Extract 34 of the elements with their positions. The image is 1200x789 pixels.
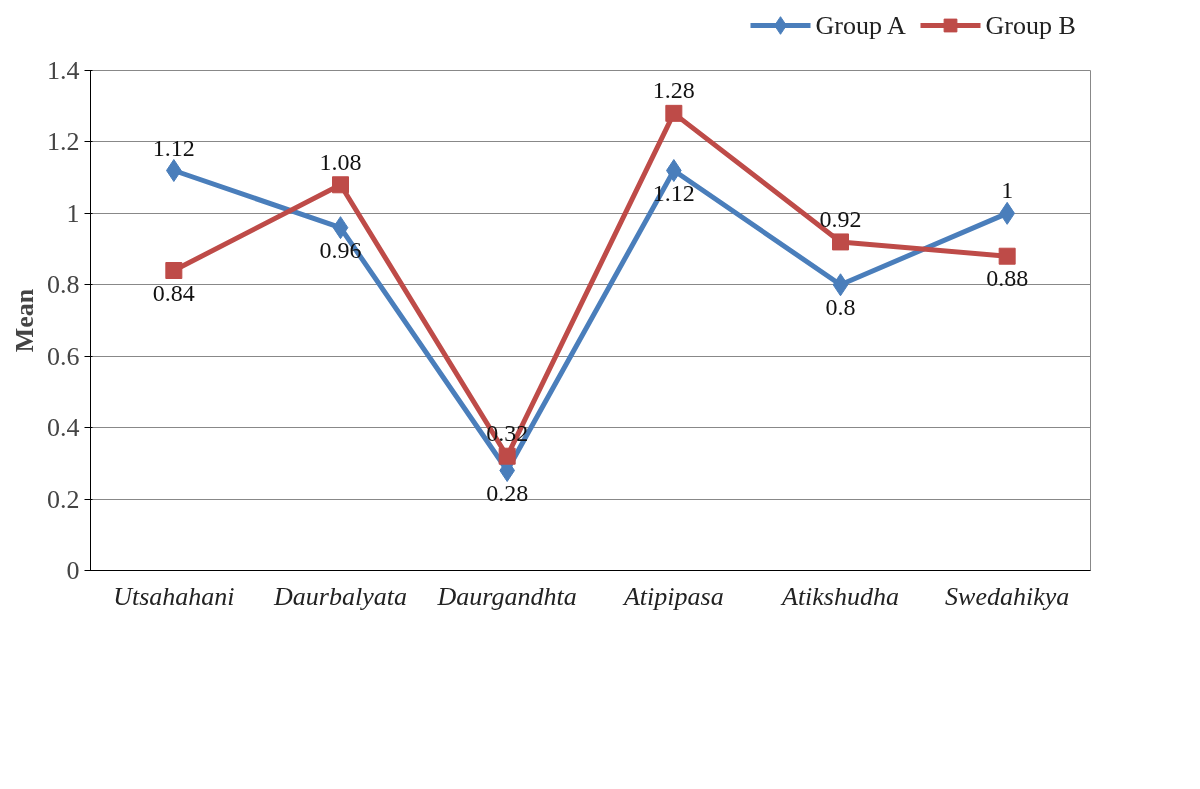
data-label: 0.92 — [819, 205, 862, 232]
y-axis-title: Mean — [10, 288, 39, 353]
y-tick-label: 1 — [66, 198, 80, 228]
y-tick-label: 1.4 — [47, 56, 80, 85]
data-label: 0.8 — [825, 293, 856, 320]
point — [998, 247, 1016, 265]
y-tick-label: 0.2 — [47, 484, 80, 514]
x-tick-label: Atipipasa — [622, 581, 724, 611]
y-tick-label: 1.2 — [47, 127, 80, 157]
data-label: 1.28 — [652, 77, 695, 104]
data-label: 0.84 — [152, 279, 195, 306]
data-label: 0.88 — [986, 265, 1029, 292]
point — [165, 262, 183, 279]
data-label: 1.08 — [319, 148, 362, 175]
x-tick-label: Daurgandhta — [436, 581, 577, 611]
x-tick-label: Atikshudha — [780, 581, 900, 611]
legend-label: Group B — [985, 11, 1076, 40]
y-tick-label: 0.4 — [47, 413, 80, 443]
x-tick-label: Daurbalyata — [273, 581, 407, 611]
y-tick-label: 0.8 — [47, 270, 80, 300]
y-tick-label: 0 — [66, 556, 80, 585]
y-tick-label: 0.6 — [47, 341, 80, 371]
data-label: 1 — [1001, 177, 1014, 204]
point — [332, 216, 349, 240]
point — [332, 176, 349, 194]
data-label: 0.28 — [486, 479, 529, 506]
point — [665, 104, 683, 122]
point — [498, 447, 516, 465]
x-tick-label: Utsahahani — [113, 581, 235, 611]
x-tick-label: Swedahikya — [945, 581, 1070, 611]
point — [832, 233, 849, 251]
point — [832, 273, 849, 297]
legend-label: Group A — [815, 11, 906, 40]
data-label: 1.12 — [152, 134, 195, 161]
